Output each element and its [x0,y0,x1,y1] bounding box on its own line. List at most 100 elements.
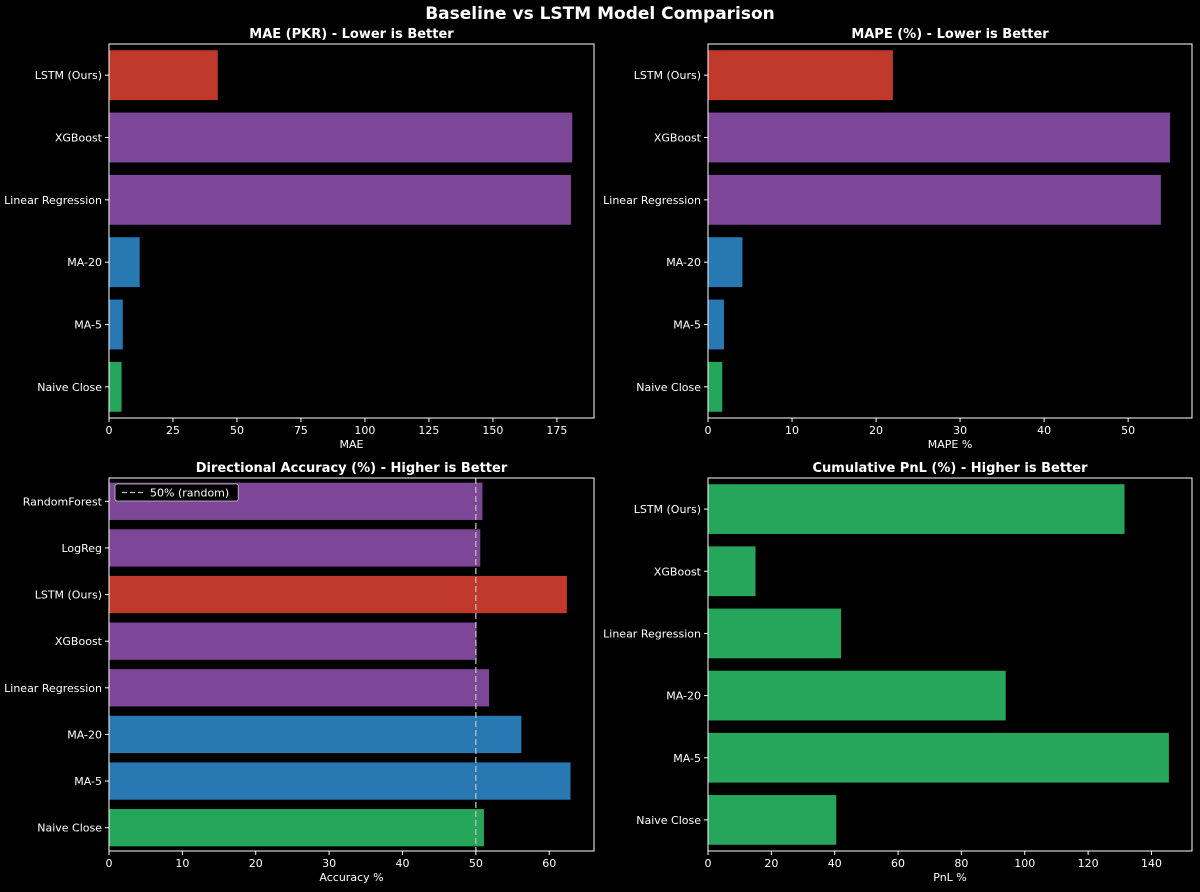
x-tick-label: 0 [705,424,712,437]
x-tick-label: 100 [1014,857,1035,870]
bar-ma-20 [708,237,743,288]
y-tick-label: MA-5 [673,752,701,765]
axes-frame [707,43,1193,419]
x-tick-label: 75 [294,424,308,437]
y-tick-label: MA-5 [673,319,701,332]
bar-naive-close [109,809,484,847]
chart-title: MAPE (%) - Lower is Better [851,27,1049,42]
x-tick-label: 0 [106,857,113,870]
legend-box [114,483,239,502]
axes-frame [108,43,595,419]
x-tick-label: 30 [953,424,967,437]
y-tick-label: MA-20 [666,256,701,269]
y-tick-label: Naive Close [636,381,701,394]
x-tick-label: 30 [322,857,336,870]
y-tick-label: XGBoost [55,132,103,145]
y-tick-label: LSTM (Ours) [634,69,701,82]
bar-ma-5 [708,732,1169,783]
x-tick-label: 60 [891,857,905,870]
legend: 50% (random) [114,483,239,502]
axes-frame [707,477,1193,852]
x-tick-label: 120 [1078,857,1099,870]
y-tick-label: Linear Regression [603,194,701,207]
chart-panel-3: Directional Accuracy (%) - Higher is Bet… [4,461,595,884]
y-tick-label: MA-20 [666,690,701,703]
y-tick-label: LSTM (Ours) [35,69,102,82]
x-tick-label: 50 [230,424,244,437]
bar-xgboost [708,546,756,597]
bar-linear-regression [708,174,1161,225]
x-axis-label: MAE [340,438,364,451]
x-tick-label: 150 [482,424,503,437]
x-tick-label: 40 [828,857,842,870]
y-tick-label: RandomForest [23,495,103,508]
bar-logreg [109,529,481,567]
y-tick-label: LSTM (Ours) [35,589,102,602]
bar-xgboost [109,112,573,163]
bar-lstm-ours [109,50,218,101]
bar-lstm-ours [708,484,1125,534]
x-tick-label: 10 [175,857,189,870]
bar-linear-regression [708,608,842,659]
bar-xgboost [109,622,477,660]
y-tick-label: Linear Regression [4,682,102,695]
x-axis-label: MAPE % [928,438,973,451]
bar-lstm-ours [109,575,567,614]
bar-xgboost [708,112,1171,163]
bar-ma-5 [109,299,123,350]
x-axis-label: Accuracy % [319,871,383,884]
y-tick-label: LogReg [61,542,102,555]
bar-ma-5 [109,762,571,800]
y-tick-label: MA-20 [67,256,102,269]
chart-title: Cumulative PnL (%) - Higher is Better [812,461,1088,476]
y-tick-label: MA-5 [74,319,102,332]
bar-ma-20 [708,670,1006,721]
chart-panel-4: Cumulative PnL (%) - Higher is Better LST… [603,461,1193,884]
y-tick-label: Naive Close [37,381,102,394]
x-tick-label: 125 [418,424,439,437]
y-tick-label: LSTM (Ours) [634,503,701,516]
bar-naive-close [708,795,837,845]
y-tick-label: MA-20 [67,728,102,741]
y-tick-label: Linear Regression [603,627,701,640]
axes-frame [108,477,595,852]
x-tick-label: 0 [106,424,113,437]
x-tick-label: 50 [1121,424,1135,437]
y-tick-label: MA-5 [74,775,102,788]
bar-naive-close [708,361,723,412]
x-tick-label: 20 [249,857,263,870]
figure-title: Baseline vs LSTM Model Comparison [425,4,775,24]
y-tick-label: Linear Regression [4,194,102,207]
y-tick-label: XGBoost [654,565,702,578]
x-tick-label: 175 [546,424,567,437]
bar-ma-20 [109,715,522,754]
y-tick-label: XGBoost [55,635,103,648]
chart-panel-1: MAE (PKR) - Lower is Better LSTM (Ours) XG… [4,27,595,451]
bar-naive-close [109,361,122,412]
chart-title: MAE (PKR) - Lower is Better [249,27,454,42]
x-tick-label: 20 [764,857,778,870]
x-tick-label: 50 [469,857,483,870]
x-tick-label: 0 [705,857,712,870]
x-axis-label: PnL % [933,871,967,884]
x-tick-label: 40 [1037,424,1051,437]
y-tick-label: XGBoost [654,132,702,145]
bar-ma-20 [109,237,140,288]
x-tick-label: 25 [166,424,180,437]
y-tick-label: Naive Close [37,822,102,835]
legend-entry: 50% (random) [150,487,229,500]
bar-lstm-ours [708,50,893,101]
x-tick-label: 10 [785,424,799,437]
chart-title: Directional Accuracy (%) - Higher is Bet… [196,461,508,476]
y-tick-label: Naive Close [636,814,701,827]
bar-ma-5 [708,299,724,350]
bar-linear-regression [109,174,571,225]
x-tick-label: 20 [869,424,883,437]
x-tick-label: 80 [954,857,968,870]
chart-panel-2: MAPE (%) - Lower is Better LSTM (Ours) XGB… [603,27,1193,451]
x-tick-label: 40 [395,857,409,870]
x-tick-label: 140 [1141,857,1162,870]
x-tick-label: 100 [354,424,375,437]
x-tick-label: 60 [542,857,556,870]
